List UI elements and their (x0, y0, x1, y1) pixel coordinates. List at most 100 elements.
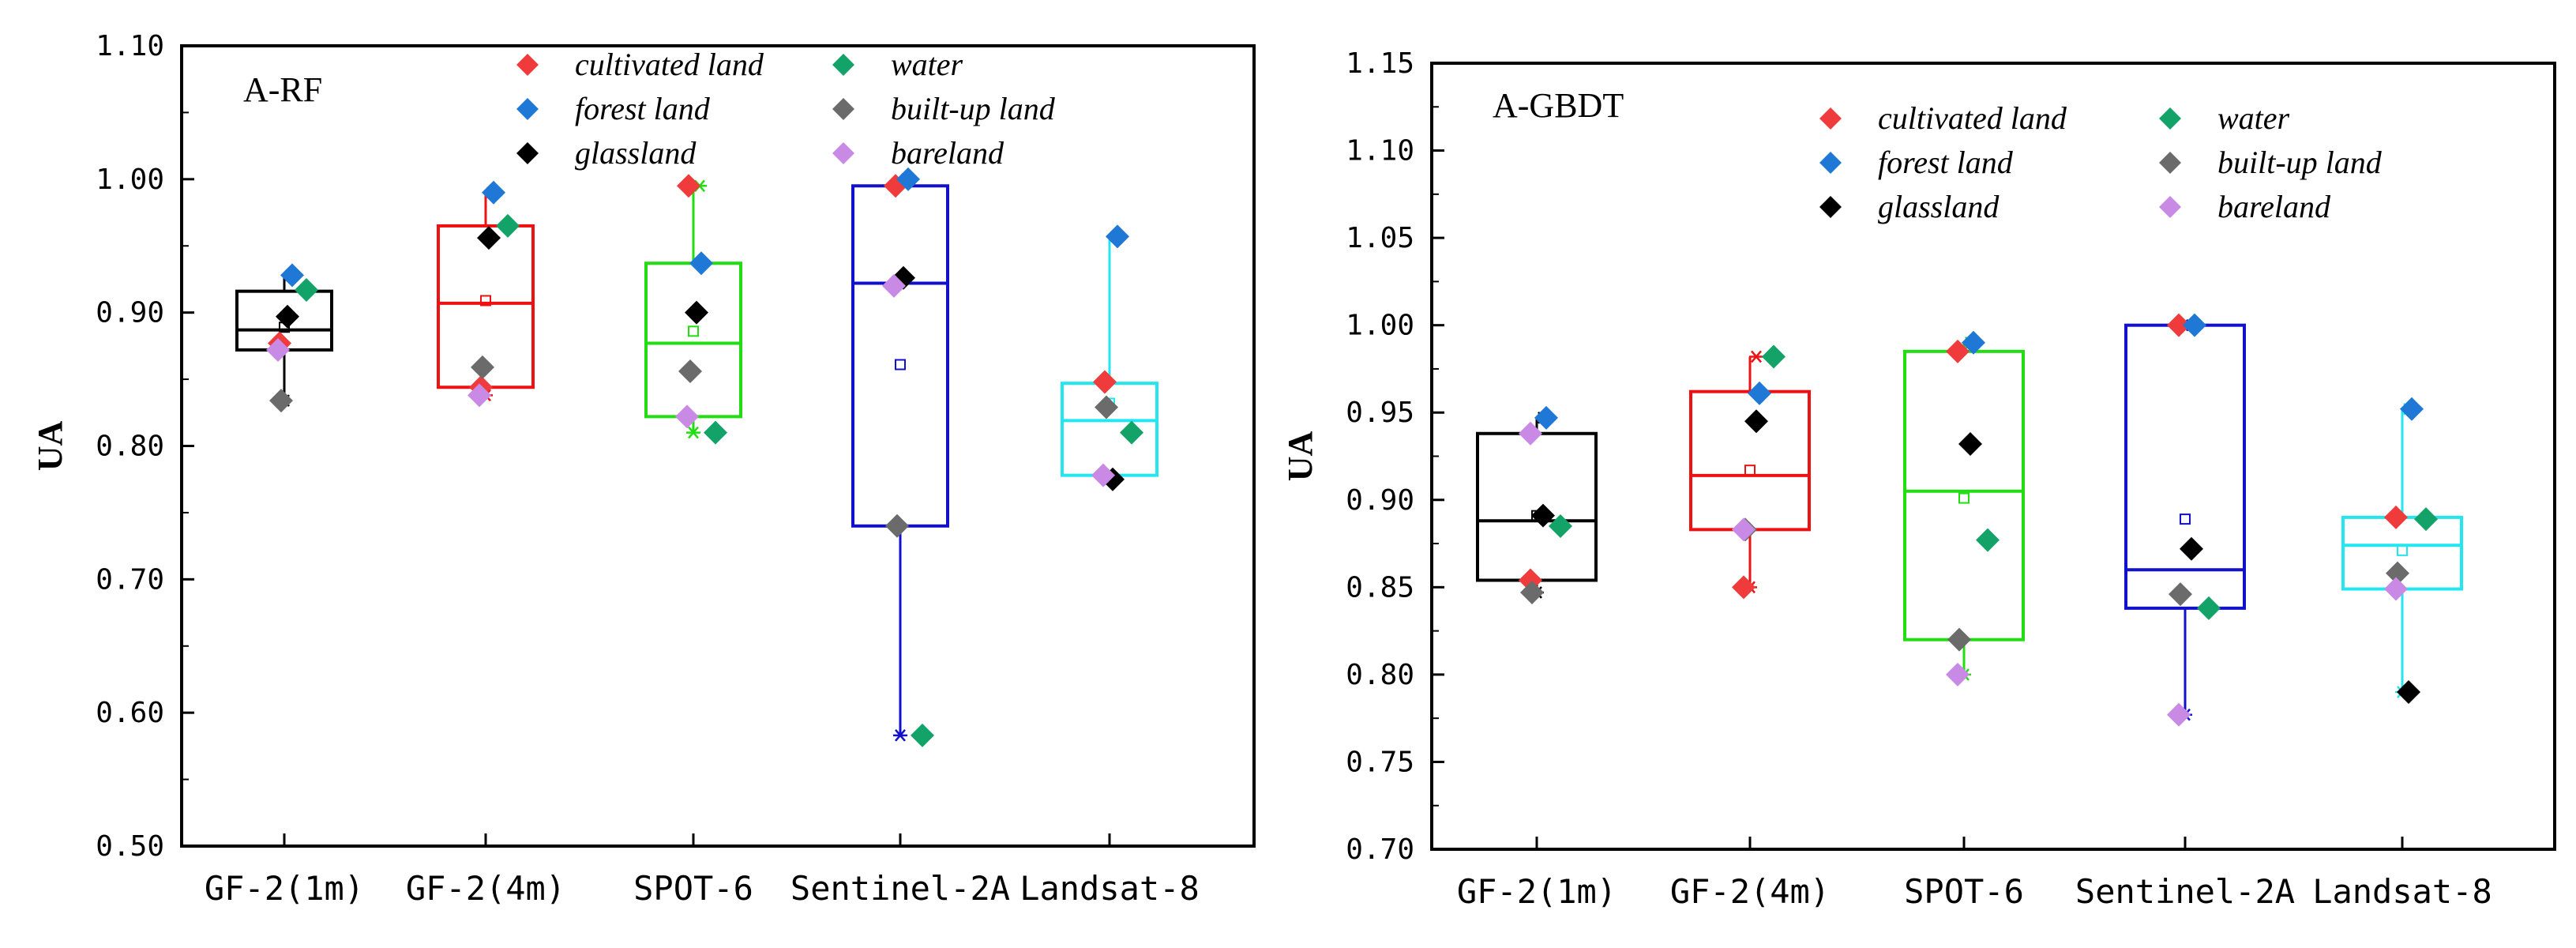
panel-title: A-GBDT (1493, 86, 1624, 125)
x-tick-label: Landsat-8 (1020, 869, 1200, 908)
x-tick-label: SPOT-6 (633, 869, 753, 908)
point-builtup (2169, 582, 2192, 607)
point-grass (685, 300, 708, 325)
legend-label-grass: glassland (575, 135, 697, 171)
point-grass (1958, 432, 1982, 457)
point-builtup (471, 355, 494, 379)
legend-label-water: water (891, 47, 963, 82)
point-builtup (2386, 561, 2409, 585)
x-tick-label: GF-2(4m) (1670, 872, 1830, 911)
box-iqr (851, 184, 949, 528)
legend-label-bare: bareland (891, 135, 1004, 171)
point-water (1762, 344, 1786, 369)
legend-marker-forest (516, 98, 539, 120)
legend-label-forest: forest land (575, 91, 711, 126)
box-iqr (1061, 382, 1158, 477)
point-grass (276, 304, 299, 329)
point-water (911, 723, 934, 747)
y-axis-title: UA (1281, 431, 1320, 482)
legend-marker-builtup (832, 98, 854, 120)
y-tick-label: 0.75 (1346, 746, 1414, 778)
point-water (2197, 596, 2221, 620)
y-tick-label: 0.70 (1346, 833, 1414, 866)
mean-marker (1744, 465, 1756, 476)
x-tick-label: Sentinel-2A (790, 869, 1010, 908)
legend-label-builtup: built-up land (2217, 145, 2383, 180)
y-tick-label: 1.10 (96, 30, 164, 62)
box-iqr (1689, 389, 1811, 532)
min-star (686, 426, 700, 439)
point-forest (1534, 405, 1558, 430)
point-forest (482, 180, 505, 205)
plot-frame (1430, 62, 2556, 851)
panel-a-rf: 0.50 0.60 0.70 0.80 0.90 1.00 1.10 UA GF-2(1m) GF… (31, 30, 1256, 908)
point-bare (2167, 702, 2191, 727)
box-landsat-8 (2341, 402, 2463, 698)
box-iqr (644, 261, 742, 419)
legend-marker-forest (1819, 152, 1842, 174)
y-tick-label: 0.70 (96, 563, 164, 596)
mean-marker (1958, 492, 1970, 504)
mean-marker (688, 325, 699, 337)
point-builtup (1520, 580, 1544, 604)
point-bare (2384, 577, 2408, 601)
legend-label-cultivated: cultivated land (1878, 100, 2067, 136)
legend-marker-water (2159, 107, 2181, 130)
x-tick-label: GF-2(1m) (205, 869, 364, 908)
legend-label-builtup: built-up land (891, 91, 1056, 126)
legend-marker-bare (2159, 196, 2181, 218)
legend: cultivated land water forest land built-up … (1819, 100, 2383, 224)
point-grass (2397, 680, 2420, 704)
min-star (893, 729, 907, 742)
mean-marker (895, 359, 906, 371)
x-tick-label: GF-2(4m) (406, 869, 565, 908)
point-bare (1091, 463, 1115, 487)
point-cultivated (1732, 575, 1756, 600)
point-bare (1732, 517, 1756, 542)
legend-label-cultivated: cultivated land (575, 47, 764, 82)
legend-marker-grass (1819, 196, 1842, 218)
point-water (704, 420, 727, 445)
point-forest (2400, 397, 2424, 421)
point-water (1549, 514, 1572, 538)
point-cultivated (2384, 505, 2408, 529)
y-tick-label: 0.90 (1346, 484, 1414, 517)
y-tick-label: 0.90 (96, 297, 164, 329)
legend-marker-builtup (2159, 152, 2181, 174)
max-star (1749, 350, 1763, 363)
legend-marker-cultivated (516, 54, 539, 76)
box-spot-6 (1903, 336, 2025, 681)
y-tick-label: 0.80 (96, 431, 164, 463)
mean-marker (2397, 544, 2408, 556)
point-bare (675, 404, 699, 429)
point-forest (1962, 330, 1985, 355)
point-bare (266, 337, 290, 362)
y-tick-label: 0.60 (96, 697, 164, 729)
box-iqr (1903, 349, 2025, 641)
y-tick-label: 0.50 (96, 830, 164, 863)
star-stroke (688, 426, 699, 439)
x-tick-label: SPOT-6 (1904, 872, 2024, 911)
point-grass (477, 226, 501, 250)
point-builtup (678, 359, 702, 383)
box-gf-2-1m- (1476, 412, 1598, 599)
point-forest (689, 251, 713, 276)
legend-label-forest: forest land (1878, 145, 2014, 180)
y-tick-label: 1.10 (1346, 135, 1414, 167)
point-forest (896, 167, 920, 191)
box-landsat-8 (1061, 230, 1158, 486)
box-sentinel-2a (2124, 318, 2246, 721)
point-water (1976, 528, 2000, 552)
legend-label-grass: glassland (1878, 189, 2000, 224)
point-cultivated (1093, 370, 1117, 394)
point-builtup (269, 389, 293, 413)
mean-marker (480, 295, 491, 307)
point-grass (1531, 503, 1555, 528)
y-tick-label: 1.15 (1346, 47, 1414, 80)
y-tick-label: 0.80 (1346, 659, 1414, 691)
plot-frame (180, 44, 1256, 848)
y-tick-label: 0.95 (1346, 397, 1414, 429)
point-grass (2180, 536, 2203, 561)
point-forest (280, 263, 304, 288)
